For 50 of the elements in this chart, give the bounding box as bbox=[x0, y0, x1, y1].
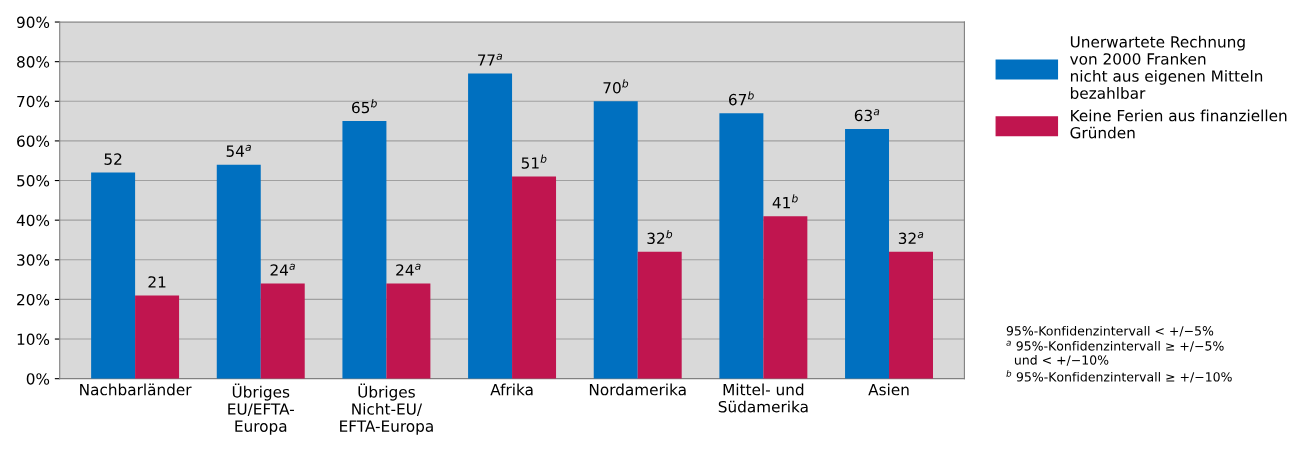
x-tick-label: Übriges EU/EFTA- Europa bbox=[228, 383, 294, 435]
text: 95%-Konfidenzintervall < +/−5% bbox=[1006, 325, 1214, 337]
x-tick-label: Afrika bbox=[490, 383, 533, 396]
y-tick-label: 20% bbox=[17, 293, 50, 306]
bar bbox=[889, 251, 933, 379]
data-label: 65$^{b}$ bbox=[352, 99, 377, 114]
y-tick-label: 80% bbox=[17, 56, 50, 68]
y-tick-label: 90% bbox=[16, 16, 50, 29]
y-tick-label: 10% bbox=[17, 333, 50, 346]
legend-label: Unerwartete Rechnung von 2000 Franken nicht aus eigenen Mitteln bezahlbar bbox=[1070, 35, 1263, 99]
data-label: 67$^{b}$ bbox=[729, 91, 754, 106]
data-label: 52 bbox=[104, 153, 122, 165]
data-label: 51$^{b}$ bbox=[521, 154, 547, 169]
bar bbox=[719, 113, 764, 379]
bar bbox=[637, 251, 682, 379]
x-tick-label: Mittel- und Südamerika bbox=[718, 383, 808, 413]
x-tick-label: Asien bbox=[868, 383, 909, 396]
data-label: 24$^{a}$ bbox=[396, 263, 421, 276]
x-tick-label: Übriges Nicht-EU/ EFTA-Europa bbox=[340, 383, 433, 435]
y-tick-label: 70% bbox=[17, 95, 50, 108]
bar bbox=[135, 295, 180, 379]
data-label: 32$^{a}$ bbox=[898, 232, 924, 245]
bar bbox=[386, 283, 431, 379]
x-tick-label: Nachbarländer bbox=[80, 383, 192, 396]
bar bbox=[260, 283, 305, 379]
data-label: 41$^{b}$ bbox=[772, 194, 798, 209]
text: $^{a}$ 95%-Konfidenzintervall ≥ +/−5% und < +/−10% bbox=[1006, 340, 1224, 366]
bar bbox=[342, 121, 387, 379]
y-tick-label: 40% bbox=[16, 214, 50, 227]
bar bbox=[593, 101, 638, 379]
y-tick-label: 60% bbox=[17, 135, 50, 147]
data-label: 21 bbox=[148, 276, 166, 288]
y-tick-label: 0% bbox=[26, 373, 50, 385]
bar bbox=[512, 176, 557, 379]
y-tick-label: 50% bbox=[17, 175, 50, 187]
data-label: 63$^{a}$ bbox=[854, 109, 880, 122]
data-label: 24$^{a}$ bbox=[270, 263, 295, 276]
data-label: 70$^{b}$ bbox=[603, 79, 629, 94]
bar bbox=[763, 216, 808, 379]
bar bbox=[468, 73, 513, 379]
data-label: 54$^{a}$ bbox=[226, 144, 251, 157]
text: $^{b}$ 95%-Konfidenzintervall ≥ +/−10% bbox=[1006, 369, 1232, 383]
data-label: 32$^{b}$ bbox=[647, 229, 673, 245]
bar bbox=[845, 129, 890, 379]
data-label: 77$^{a}$ bbox=[478, 53, 503, 66]
y-tick-label: 30% bbox=[17, 254, 50, 266]
bar bbox=[216, 164, 261, 379]
bar bbox=[91, 172, 136, 379]
x-tick-label: Nordamerika bbox=[589, 383, 686, 396]
legend-label: Keine Ferien aus finanziellen Gründen bbox=[1070, 109, 1287, 139]
